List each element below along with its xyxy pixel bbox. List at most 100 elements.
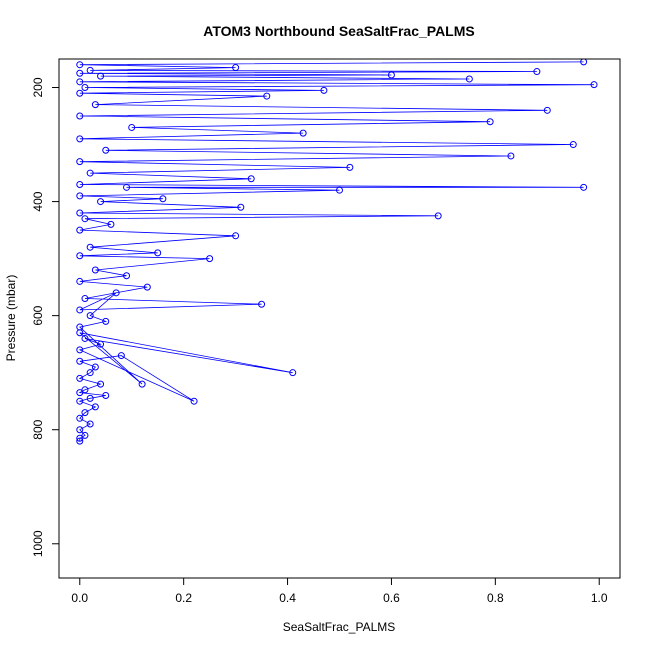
data-point (76, 397, 84, 405)
data-point (91, 403, 99, 411)
data-point (465, 75, 473, 83)
data-point (76, 135, 84, 143)
data-point (81, 295, 89, 303)
data-point (76, 69, 84, 77)
data-point (102, 317, 110, 325)
data-point (590, 81, 598, 89)
data-point (138, 380, 146, 388)
data-point (486, 118, 494, 126)
x-tick-label: 0.2 (175, 591, 192, 605)
data-point (76, 78, 84, 86)
data-point (159, 195, 167, 203)
data-point (190, 397, 198, 405)
data-point (336, 186, 343, 194)
data-point (76, 112, 84, 120)
x-tick-label: 0.4 (279, 591, 296, 605)
x-axis-label: SeaSaltFrac_PALMS (283, 620, 396, 634)
data-layer (76, 59, 598, 445)
data-point (112, 289, 120, 297)
x-tick-label: 0.6 (383, 591, 400, 605)
data-point (81, 409, 89, 417)
data-point (81, 431, 89, 439)
data-point (117, 352, 125, 360)
data-point (232, 64, 240, 72)
data-point (97, 198, 105, 206)
y-axis-label: Pressure (mbar) (4, 275, 18, 362)
y-tick-label: 400 (31, 191, 45, 211)
data-point (86, 369, 94, 377)
data-point (102, 391, 110, 399)
x-tick-label: 0.8 (487, 591, 504, 605)
data-point (507, 152, 515, 160)
data-point (91, 266, 99, 274)
data-point (97, 380, 105, 388)
data-point (76, 357, 84, 365)
y-tick-label: 200 (31, 77, 45, 97)
data-point (387, 71, 395, 79)
data-point (76, 434, 84, 442)
chart-title: ATOM3 Northbound SeaSaltFrac_PALMS (203, 23, 474, 39)
data-point (320, 86, 328, 94)
data-point (81, 334, 89, 342)
data-point (299, 129, 307, 137)
data-point (123, 183, 131, 191)
x-tick-label: 0.0 (71, 591, 88, 605)
data-point (237, 203, 245, 211)
data-point (206, 255, 214, 263)
data-point (123, 272, 131, 280)
data-point (247, 175, 255, 183)
data-point (86, 243, 94, 251)
y-tick-label: 1000 (31, 530, 45, 557)
data-point (580, 183, 588, 191)
data-point (86, 394, 94, 402)
y-tick-label: 600 (31, 305, 45, 325)
data-point (86, 420, 94, 428)
data-point (97, 340, 105, 348)
series-line (78, 61, 595, 442)
data-point (76, 277, 84, 285)
data-point (91, 363, 99, 371)
data-point (232, 232, 240, 240)
x-axis: 0.0 0.2 0.4 0.6 0.8 1.0 (71, 577, 608, 605)
data-point (97, 72, 105, 80)
data-point (76, 209, 84, 217)
data-point (107, 220, 115, 228)
data-point (76, 346, 84, 354)
data-point (434, 212, 442, 220)
data-point (533, 68, 541, 76)
data-point (263, 92, 271, 100)
y-tick-label: 800 (31, 419, 45, 439)
data-point (76, 89, 84, 97)
data-point (86, 66, 94, 74)
data-point (76, 180, 84, 188)
data-point (76, 226, 84, 234)
data-point (81, 215, 89, 223)
data-point (76, 192, 84, 200)
data-point (102, 146, 110, 154)
data-point (289, 369, 297, 377)
data-point (346, 163, 354, 171)
data-point (91, 101, 99, 109)
data-point (76, 437, 84, 445)
y-axis: 200 400 600 800 1000 (31, 77, 60, 557)
data-point (76, 426, 84, 434)
data-point (81, 84, 89, 92)
data-point (76, 158, 84, 166)
data-point (258, 300, 266, 308)
data-point (86, 312, 94, 320)
data-point (569, 141, 577, 149)
data-point (543, 106, 551, 114)
data-point (76, 374, 84, 382)
data-point (154, 249, 162, 257)
data-point (128, 123, 136, 131)
data-point (76, 414, 84, 422)
x-tick-label: 1.0 (591, 591, 608, 605)
data-point (76, 323, 84, 331)
data-point (76, 306, 84, 314)
data-point (143, 283, 151, 291)
data-point (76, 389, 84, 397)
data-point (86, 169, 94, 177)
data-point (76, 61, 84, 69)
data-point (580, 59, 588, 66)
